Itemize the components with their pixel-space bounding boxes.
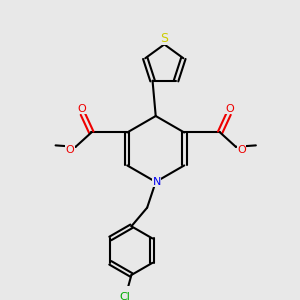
Text: O: O — [65, 145, 74, 155]
Text: O: O — [77, 104, 86, 114]
Text: S: S — [160, 32, 168, 45]
Text: N: N — [152, 177, 161, 187]
Text: O: O — [237, 145, 246, 155]
Text: O: O — [225, 104, 234, 114]
Text: Cl: Cl — [119, 292, 130, 300]
